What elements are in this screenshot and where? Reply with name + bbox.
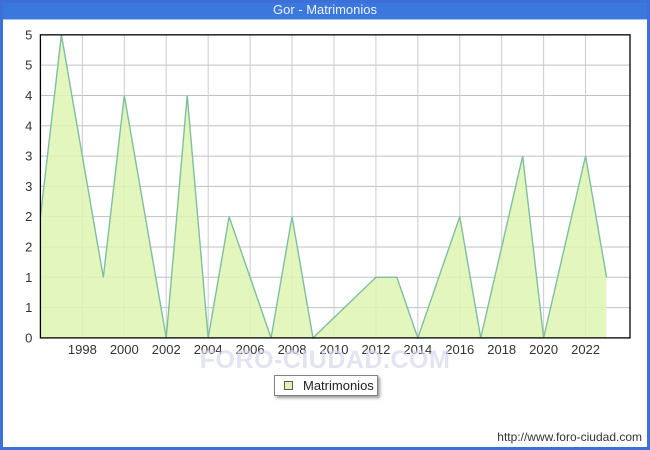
svg-text:4: 4	[25, 88, 32, 103]
svg-text:2: 2	[25, 209, 32, 224]
svg-text:3: 3	[25, 179, 32, 194]
svg-text:5: 5	[25, 27, 32, 42]
svg-text:2: 2	[25, 240, 32, 255]
svg-text:1: 1	[25, 270, 32, 285]
svg-text:3: 3	[25, 149, 32, 164]
svg-text:0: 0	[25, 330, 32, 345]
svg-text:5: 5	[25, 58, 32, 73]
svg-text:1: 1	[25, 300, 32, 315]
svg-text:4: 4	[25, 118, 32, 133]
